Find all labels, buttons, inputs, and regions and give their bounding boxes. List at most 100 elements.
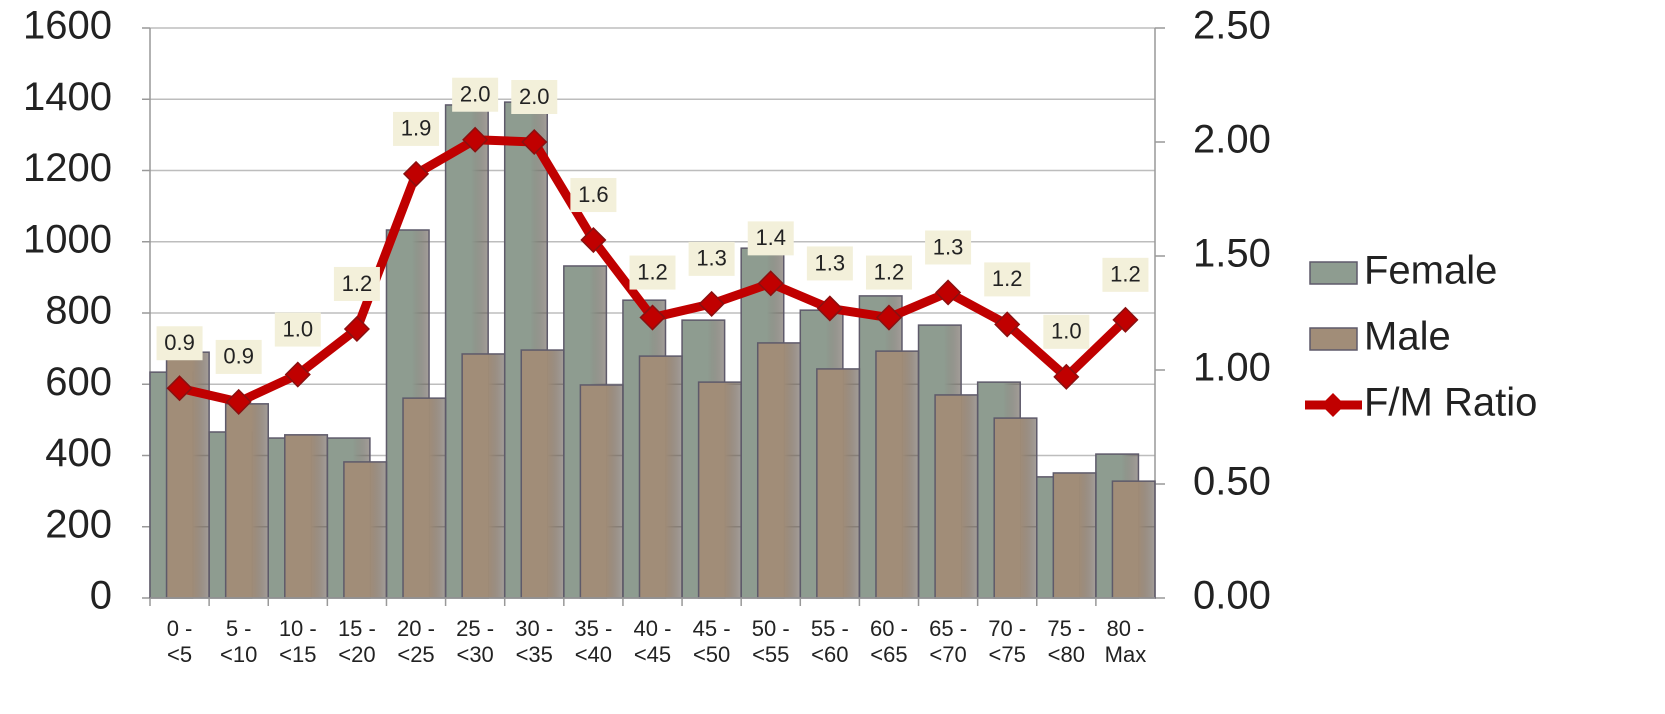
x-tick-label: 65 - <70	[929, 616, 968, 667]
y-tick-label: 1000	[23, 217, 112, 261]
data-label-box	[274, 312, 321, 347]
y-tick-label: 1400	[23, 75, 112, 119]
data-label: 1.6	[578, 182, 609, 207]
marker	[935, 279, 962, 306]
data-label: 1.2	[1110, 262, 1141, 287]
bar	[1111, 480, 1156, 599]
y2-tick-label: 2.50	[1193, 4, 1271, 48]
y2-tick-label: 1.50	[1193, 232, 1271, 276]
data-label-box	[747, 221, 794, 256]
x-tick-label: 70 - <75	[988, 616, 1027, 667]
y-tick-label: 600	[45, 360, 112, 404]
data-label-box	[511, 80, 558, 114]
x-tick-label: 40 - <45	[633, 616, 672, 667]
marker	[816, 295, 843, 322]
y2-tick-label: 1.00	[1193, 346, 1271, 390]
data-label: 1.3	[696, 246, 727, 271]
data-label-box	[215, 339, 262, 374]
marker	[1053, 363, 1080, 390]
data-label: 1.3	[815, 250, 846, 275]
x-tick-label: 50 - <55	[751, 616, 790, 667]
data-label-box	[984, 262, 1031, 297]
marker	[402, 160, 430, 187]
bar	[579, 384, 624, 599]
marker	[462, 126, 489, 153]
data-label: 1.2	[874, 259, 905, 284]
data-label-box	[806, 246, 853, 281]
data-label: 1.0	[1051, 319, 1082, 344]
legend-label: F/M Ratio	[1364, 381, 1537, 425]
x-tick-label: 55 - <60	[810, 616, 849, 667]
bar	[520, 349, 565, 599]
legend-swatch	[1309, 327, 1358, 351]
marker	[994, 311, 1021, 338]
y2-tick-label: 0.00	[1193, 574, 1271, 618]
data-label-box	[156, 326, 203, 361]
marker	[166, 375, 193, 402]
data-label-box	[393, 111, 440, 146]
data-label: 1.2	[342, 271, 373, 296]
x-tick-label: 30 - <35	[515, 616, 554, 667]
bar	[284, 434, 329, 599]
x-tick-label: 5 - <10	[220, 616, 258, 667]
data-label: 2.0	[460, 82, 491, 107]
data-label-box	[925, 230, 972, 265]
bar	[816, 368, 861, 599]
data-label: 0.9	[164, 330, 195, 355]
data-label: 1.0	[282, 316, 313, 341]
x-tick-label: 60 - <65	[870, 616, 908, 667]
x-tick-label: 45 - <50	[692, 616, 731, 667]
marker	[225, 388, 252, 415]
marker	[1112, 306, 1139, 333]
data-label: 1.9	[401, 116, 432, 141]
data-label: 2.0	[519, 84, 550, 109]
legend-label: Male	[1364, 315, 1451, 359]
marker	[698, 290, 725, 317]
y-tick-label: 200	[45, 502, 112, 546]
y2-tick-label: 0.50	[1193, 460, 1271, 504]
bar	[993, 417, 1038, 599]
data-label-box	[570, 178, 617, 213]
data-label-box	[629, 255, 676, 290]
data-label: 1.3	[933, 234, 964, 259]
x-tick-label: 0 - <5	[166, 616, 193, 667]
legend-marker	[1321, 393, 1345, 417]
bar	[638, 355, 683, 599]
marker	[284, 361, 311, 388]
x-tick-label: 75 - <80	[1047, 616, 1086, 667]
x-tick-label: 15 - <20	[337, 616, 376, 667]
y-tick-label: 400	[45, 431, 112, 475]
y-tick-label: 0	[90, 574, 112, 618]
data-label: 1.2	[637, 259, 668, 284]
legend-label: Female	[1364, 249, 1497, 293]
x-tick-label: 20 - <25	[397, 616, 435, 667]
data-label-box	[865, 255, 912, 290]
data-label-box	[452, 77, 499, 112]
data-label-box	[1102, 257, 1149, 292]
data-label-box	[333, 266, 380, 301]
bar	[1052, 472, 1097, 599]
data-label: 1.4	[755, 225, 786, 250]
data-label: 0.9	[223, 344, 254, 369]
x-tick-label: 10 - <15	[278, 616, 317, 667]
bar	[697, 381, 742, 599]
bar	[461, 353, 506, 599]
legend-swatch	[1309, 261, 1358, 285]
marker	[521, 128, 548, 156]
data-label-box	[1043, 314, 1090, 349]
bar	[756, 342, 802, 599]
data-label-box	[688, 241, 735, 276]
y-tick-label: 800	[45, 289, 112, 333]
y-tick-label: 1600	[23, 4, 112, 48]
bar	[875, 350, 920, 599]
x-tick-label: 80 - Max	[1104, 616, 1147, 667]
marker	[343, 315, 370, 343]
bar	[934, 394, 979, 599]
x-tick-label: 35 - <40	[574, 616, 613, 667]
bar	[343, 461, 388, 599]
marker	[875, 304, 903, 331]
y2-tick-label: 2.00	[1193, 118, 1271, 162]
x-tick-label: 25 - <30	[456, 616, 495, 667]
